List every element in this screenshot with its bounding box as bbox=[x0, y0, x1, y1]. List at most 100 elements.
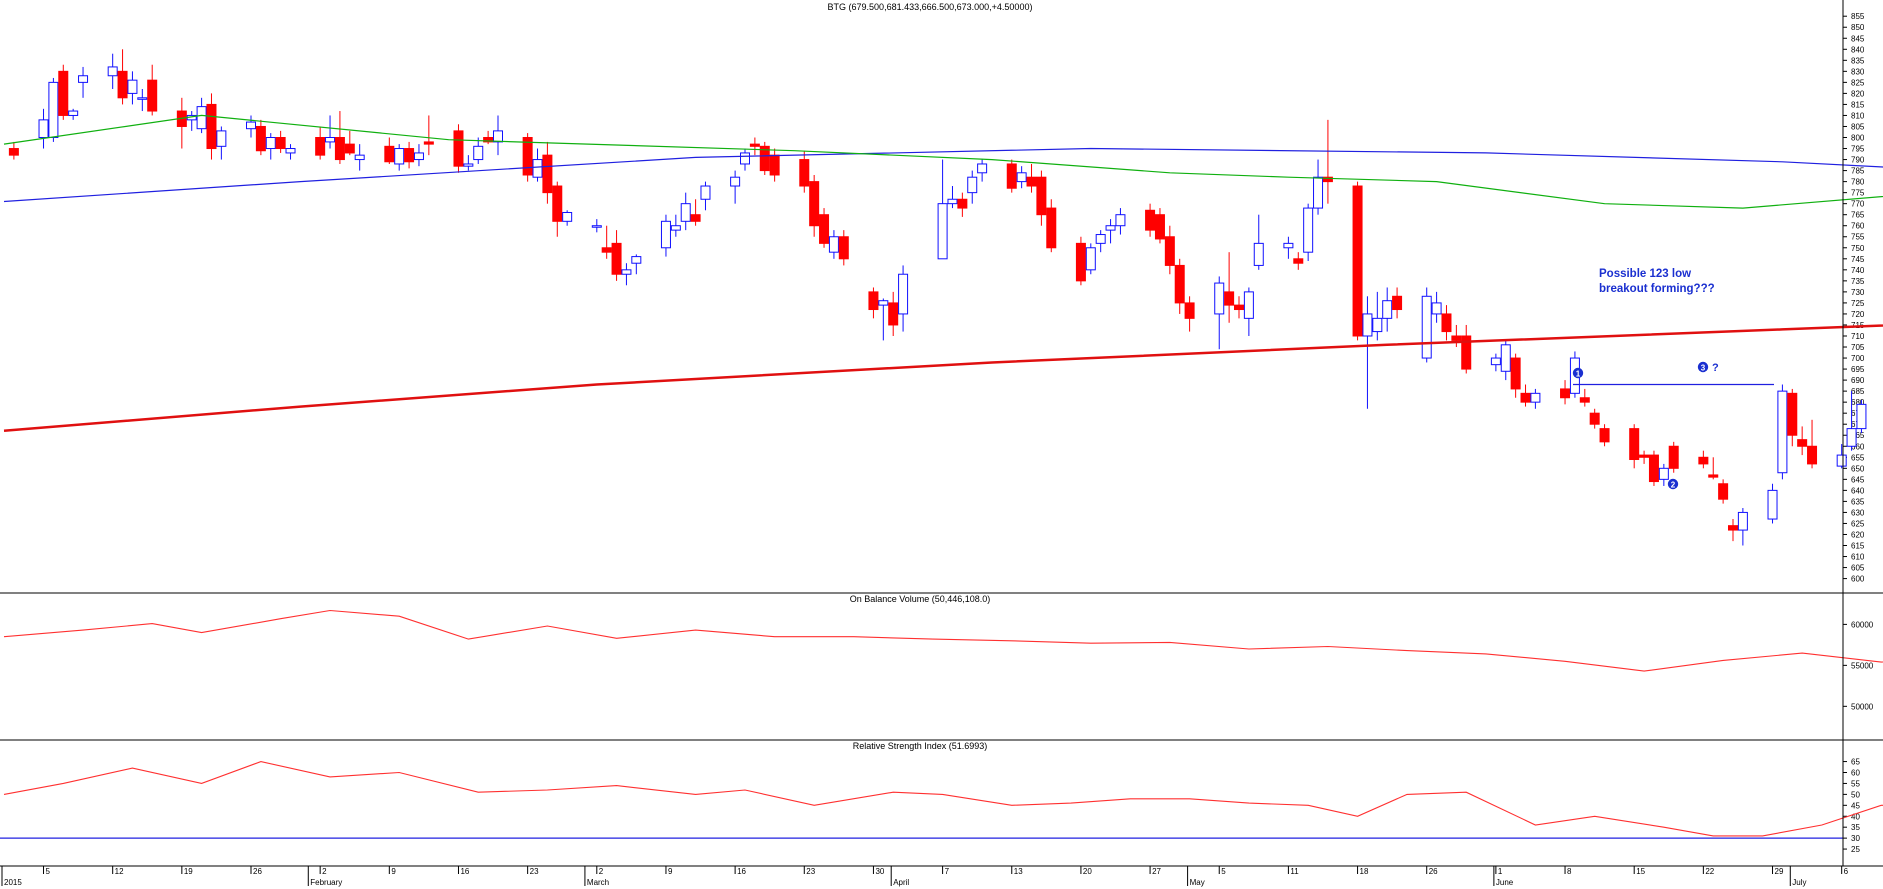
candle-body bbox=[977, 163, 988, 174]
candle bbox=[1520, 384, 1531, 407]
candle bbox=[78, 66, 89, 98]
candle bbox=[730, 170, 741, 204]
candle-body bbox=[1145, 209, 1156, 231]
x-tick-label: 23 bbox=[806, 867, 815, 876]
candle bbox=[1006, 159, 1017, 193]
candle bbox=[137, 88, 148, 112]
candle bbox=[1214, 276, 1225, 350]
candle-body bbox=[552, 185, 563, 222]
x-tick-label: 19 bbox=[184, 867, 193, 876]
month-label: 2015 bbox=[4, 878, 22, 887]
candle bbox=[384, 137, 395, 164]
candle bbox=[265, 133, 276, 160]
candle-body bbox=[1026, 176, 1037, 187]
candle bbox=[878, 298, 889, 341]
candle-body bbox=[1520, 392, 1531, 403]
marker-2: 2 bbox=[1667, 478, 1679, 490]
candle-body bbox=[1372, 317, 1383, 333]
candle bbox=[1154, 208, 1165, 244]
candle bbox=[1174, 258, 1185, 314]
candle-body bbox=[206, 103, 217, 150]
candle-body bbox=[1579, 397, 1590, 403]
candle bbox=[1392, 287, 1403, 319]
candle-body bbox=[1797, 439, 1808, 447]
candle bbox=[1668, 441, 1679, 473]
candle-body bbox=[137, 97, 148, 100]
price-axis: 600 605 610 615 620 625 630 635 640 645 650 655 660 6… bbox=[1843, 12, 1865, 584]
price-tick-label: 605 bbox=[1851, 564, 1865, 573]
candle bbox=[315, 126, 326, 160]
obv-panel-title: On Balance Volume (50,446,108.0) bbox=[850, 594, 991, 604]
candle bbox=[1648, 450, 1659, 486]
price-tick-label: 685 bbox=[1851, 387, 1865, 396]
candle-body bbox=[1530, 392, 1541, 403]
candle bbox=[394, 144, 405, 171]
candle bbox=[967, 170, 978, 204]
candle-body bbox=[1036, 176, 1047, 216]
candle bbox=[611, 230, 622, 281]
candle bbox=[769, 148, 780, 182]
candle bbox=[1085, 243, 1096, 275]
candle-body bbox=[1085, 247, 1096, 271]
candle bbox=[275, 130, 286, 153]
candle-body bbox=[1313, 176, 1324, 209]
candle bbox=[1224, 252, 1235, 323]
x-tick-label: 5 bbox=[46, 867, 51, 876]
x-tick-label: 7 bbox=[945, 867, 950, 876]
candle-body bbox=[769, 154, 780, 176]
candle bbox=[680, 192, 691, 231]
candle bbox=[1560, 380, 1571, 405]
candle-body bbox=[562, 211, 573, 222]
price-tick-label: 795 bbox=[1851, 145, 1865, 154]
annotation-line-1: Possible 123 low bbox=[1599, 268, 1691, 280]
candle-body bbox=[1787, 392, 1798, 436]
candle bbox=[68, 108, 79, 120]
x-tick-label: 2 bbox=[322, 867, 327, 876]
price-tick-label: 705 bbox=[1851, 343, 1865, 352]
candle bbox=[690, 199, 701, 226]
candle-body bbox=[246, 121, 256, 130]
price-tick-label: 690 bbox=[1851, 376, 1865, 385]
candle-body bbox=[1224, 291, 1235, 306]
candle-body bbox=[325, 137, 336, 143]
candle-body bbox=[453, 130, 464, 167]
candle-body bbox=[542, 154, 553, 194]
marker-3-label: 3 bbox=[1701, 364, 1706, 373]
candle-body bbox=[8, 148, 19, 156]
price-tick-label: 750 bbox=[1851, 244, 1865, 253]
candle bbox=[621, 263, 632, 286]
candle bbox=[483, 130, 494, 145]
candle bbox=[1095, 230, 1106, 253]
price-tick-label: 640 bbox=[1851, 486, 1865, 495]
candle bbox=[1787, 388, 1798, 447]
candle bbox=[1184, 296, 1195, 332]
candle-body bbox=[493, 130, 503, 143]
candle bbox=[888, 291, 899, 336]
candle-body bbox=[670, 225, 681, 231]
candle bbox=[868, 287, 879, 319]
candle-body bbox=[394, 148, 405, 165]
candle bbox=[532, 148, 543, 182]
price-tick-label: 855 bbox=[1851, 12, 1865, 21]
ma-slow-line bbox=[3, 324, 1883, 433]
candle-body bbox=[1648, 454, 1659, 483]
price-panel-title: BTG (679.500,681.433,666.500,673.000,+4.… bbox=[828, 2, 1033, 12]
x-tick-label: 8 bbox=[1567, 867, 1572, 876]
candle bbox=[740, 148, 750, 171]
candle-body bbox=[68, 110, 79, 116]
candle-body bbox=[1382, 300, 1393, 319]
price-tick-label: 805 bbox=[1851, 122, 1865, 131]
candle-body bbox=[404, 148, 415, 163]
candle bbox=[957, 192, 968, 217]
price-tick-label: 825 bbox=[1851, 78, 1865, 87]
candle-body bbox=[285, 148, 296, 154]
candle bbox=[1372, 291, 1383, 341]
candle-body bbox=[1283, 242, 1294, 249]
candle bbox=[660, 214, 671, 257]
candle-body bbox=[255, 125, 266, 152]
candle-body bbox=[878, 300, 889, 306]
price-tick-label: 680 bbox=[1851, 398, 1865, 407]
candle-body bbox=[937, 203, 948, 260]
price-tick-label: 610 bbox=[1851, 553, 1865, 562]
